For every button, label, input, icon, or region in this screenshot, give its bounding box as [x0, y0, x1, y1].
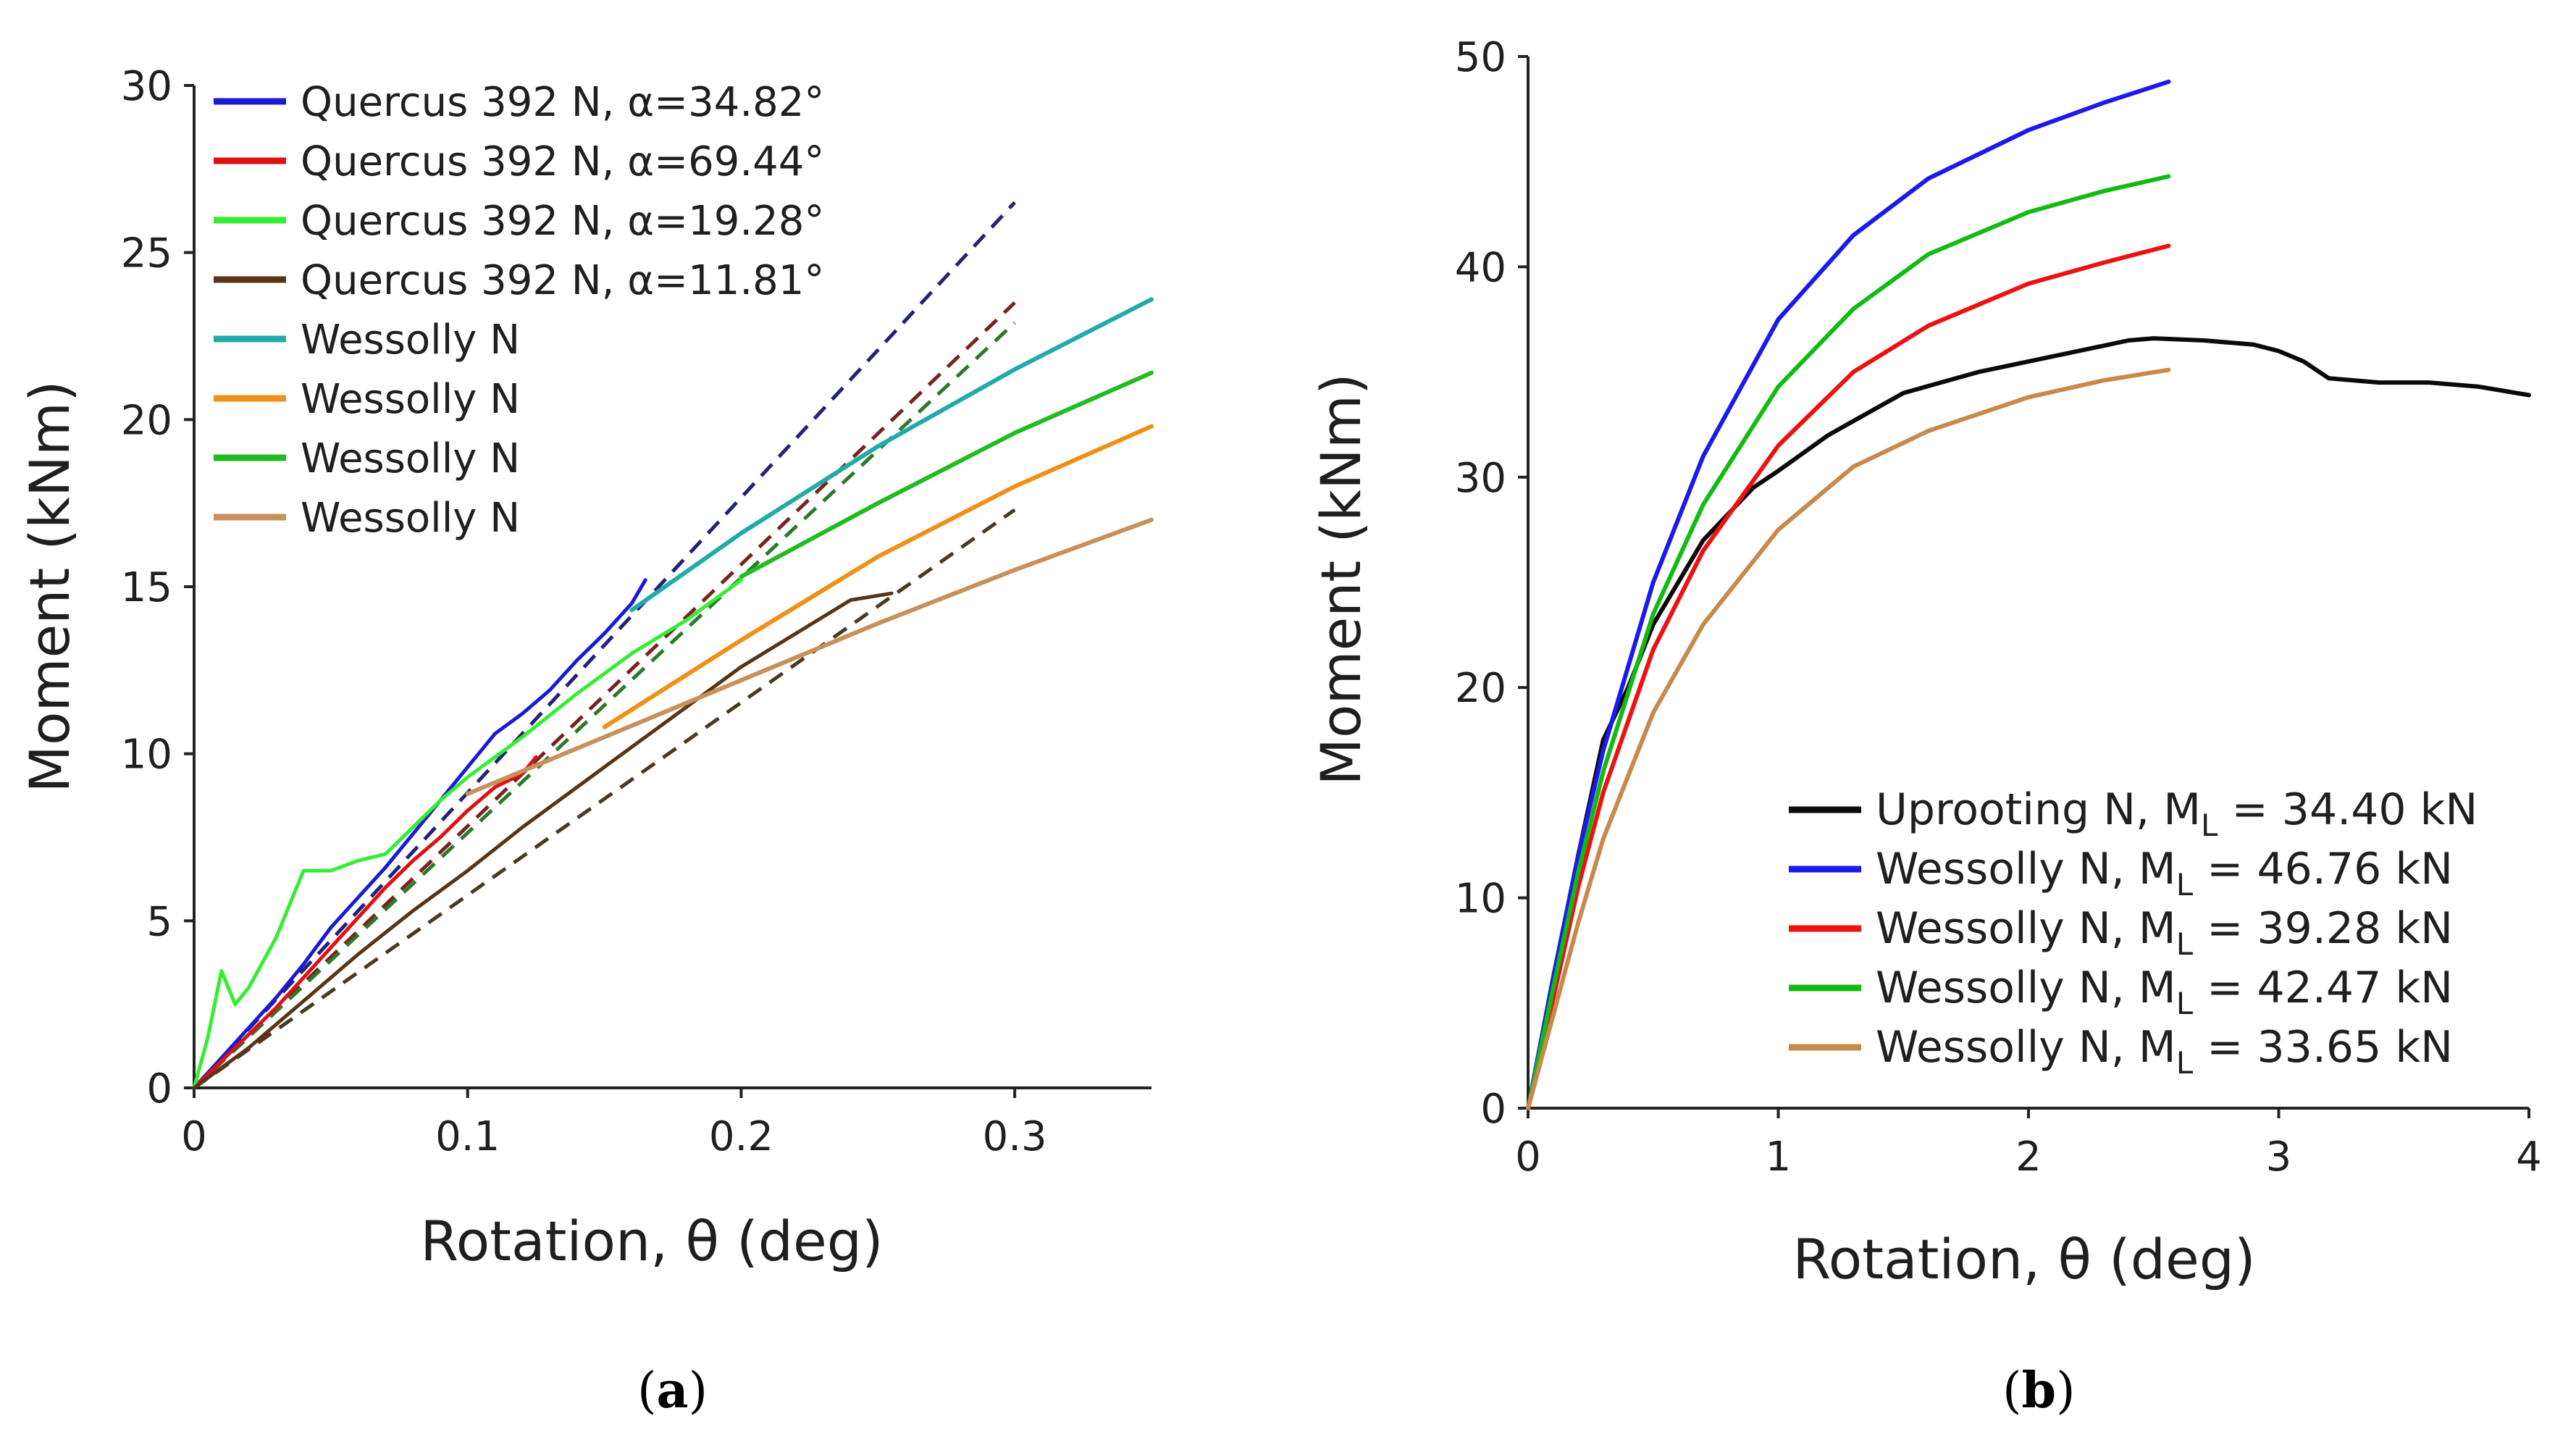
series-line-8: [465, 517, 1154, 796]
panel-label-close: ): [689, 1362, 708, 1420]
legend-entry-label: Uprooting N, ML = 34.40 kN: [1876, 784, 2478, 843]
y-axis-title: Moment (kNm): [1309, 373, 1373, 785]
legend-entry-label: Wessolly N, ML = 42.47 kN: [1876, 963, 2453, 1021]
panel-label-letter: b: [2022, 1362, 2057, 1420]
legend-subscript: L: [2176, 1045, 2194, 1081]
legend-symbol: M: [2163, 784, 2201, 835]
series-line-5: [1526, 367, 2171, 1110]
series-line-1: [192, 578, 647, 1090]
panel-label: (a): [637, 1362, 708, 1420]
y-tick-label: 20: [1455, 665, 1506, 712]
series-line-7: [739, 370, 1154, 579]
legend-subscript: L: [2176, 867, 2194, 902]
x-tick-label: 4: [2516, 1134, 2542, 1181]
legend: Quercus 392 N, α=34.82° Quercus 392 N, α=…: [214, 79, 824, 542]
panel-label-open: (: [637, 1362, 657, 1420]
x-axis-title: Rotation, θ (deg): [1792, 1227, 2255, 1291]
legend-symbol: M: [2139, 963, 2176, 1013]
legend-name: Wessolly N,: [1876, 844, 2139, 895]
legend-symbol: M: [2139, 844, 2176, 895]
legend-value: = 39.28 kN: [2193, 903, 2453, 954]
linear-fit-line: [193, 508, 1016, 1090]
y-tick-label: 0: [146, 1065, 172, 1113]
x-tick-label: 1: [1766, 1134, 1792, 1181]
x-tick-label: 0.3: [983, 1113, 1047, 1160]
legend-symbol: M: [2139, 1022, 2176, 1073]
x-tick-label: 0.1: [435, 1113, 500, 1160]
legend-entry-label: Wessolly N: [301, 495, 520, 542]
legend-entry-label: Quercus 392 N, α=19.28°: [301, 198, 824, 245]
legend-entry-label: Wessolly N: [301, 376, 520, 423]
legend-entry-label: Quercus 392 N, α=11.81°: [301, 257, 824, 304]
y-tick-label: 10: [1455, 876, 1506, 923]
legend-name: Wessolly N,: [1876, 903, 2139, 954]
legend-value: = 33.65 kN: [2193, 1022, 2453, 1073]
legend-entry-label: Quercus 392 N, α=34.82°: [301, 79, 824, 126]
linear-fit-line: [193, 301, 1016, 1089]
legend-value: = 42.47 kN: [2193, 963, 2453, 1013]
y-axis-title: Moment (kNm): [17, 380, 82, 792]
y-tick-label: 30: [121, 63, 172, 110]
y-tick-label: 5: [146, 898, 172, 945]
legend-symbol: M: [2139, 903, 2176, 954]
legend-name: Wessolly N,: [1876, 963, 2139, 1013]
series-line-3: [192, 578, 743, 1090]
legend-value: = 46.76 kN: [2193, 844, 2453, 895]
legend-subscript: L: [2176, 926, 2194, 962]
chart-panel-b: 0 10 20 30 40 50 0 1 2 3 4 Rotation, θ (deg) Moment …: [1309, 34, 2542, 1420]
linear-fit-line: [193, 201, 1016, 1089]
y-tick-label: 20: [121, 397, 172, 444]
legend-entry-label: Wessolly N: [301, 435, 520, 482]
y-tick-label: 10: [121, 732, 172, 779]
series-line-2: [1526, 79, 2171, 1110]
series-line-3: [1526, 243, 2171, 1110]
x-tick-label: 2: [2015, 1134, 2042, 1181]
y-tick-label: 30: [1455, 455, 1506, 502]
series-line-5: [629, 297, 1154, 613]
linear-fit-line: [193, 321, 1016, 1089]
x-axis-title: Rotation, θ (deg): [420, 1209, 883, 1273]
panel-label: (b): [2002, 1362, 2076, 1420]
chart-panel-a: 0 5 10 15 20 25 30 0 0.1 0.2 0.3 Rotation, θ (deg) M…: [17, 63, 1154, 1420]
y-tick-label: 40: [1455, 244, 1506, 291]
x-tick-label: 0: [181, 1113, 207, 1160]
legend-subscript: L: [2176, 986, 2194, 1021]
series-line-4: [1526, 174, 2171, 1110]
legend-entry-label: Quercus 392 N, α=69.44°: [301, 138, 824, 185]
legend-name: Uprooting N,: [1876, 784, 2163, 835]
panel-label-close: ): [2056, 1362, 2076, 1420]
y-tick-label: 50: [1455, 34, 1506, 81]
x-tick-label: 0: [1515, 1134, 1541, 1181]
legend-entry-label: Wessolly N, ML = 33.65 kN: [1876, 1022, 2453, 1081]
legend-name: Wessolly N,: [1876, 1022, 2139, 1073]
series-line-6: [602, 424, 1154, 729]
legend-value: = 34.40 kN: [2218, 784, 2478, 835]
series-line-4: [192, 591, 894, 1090]
series-line-2: [192, 755, 538, 1090]
y-tick-label: 0: [1480, 1086, 1506, 1133]
legend-entry-label: Wessolly N, ML = 46.76 kN: [1876, 844, 2453, 902]
legend-subscript: L: [2201, 808, 2218, 843]
x-tick-label: 3: [2266, 1134, 2292, 1181]
panel-label-letter: a: [657, 1362, 689, 1420]
y-tick-label: 25: [121, 230, 172, 277]
legend-entry-label: Wessolly N: [301, 317, 520, 364]
y-tick-label: 15: [121, 564, 172, 611]
panel-label-open: (: [2002, 1362, 2022, 1420]
legend-entry-label: Wessolly N, ML = 39.28 kN: [1876, 903, 2453, 962]
x-tick-label: 0.2: [709, 1113, 773, 1160]
